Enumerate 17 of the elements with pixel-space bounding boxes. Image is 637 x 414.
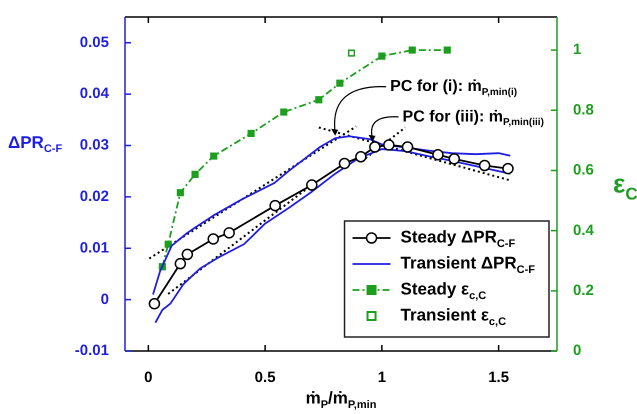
y2-tick-label: 0.2 [573, 282, 594, 299]
y2-tick-label: 0.6 [573, 162, 594, 179]
y2-tick-label: 0.4 [573, 222, 595, 239]
y-tick-label: 0.03 [80, 136, 109, 154]
y2-tick-label: 0.8 [573, 101, 594, 118]
y-tick-label: 0.02 [80, 188, 109, 205]
y2-tick-label: 0 [573, 342, 582, 360]
y2-tick-label: 1 [573, 41, 582, 58]
y-tick-label: 0.04 [80, 85, 110, 102]
y-tick-label: 0 [100, 290, 109, 308]
x-tick-label: 0 [144, 369, 153, 386]
x-tick-label: 1.5 [488, 369, 510, 386]
y-tick-label: -0.01 [74, 342, 109, 360]
x-tick-label: 0.5 [254, 369, 276, 386]
y-tick-label: 0.05 [80, 34, 109, 51]
x-tick-label: 1 [378, 369, 386, 386]
y-tick-label: 0.01 [80, 239, 109, 256]
